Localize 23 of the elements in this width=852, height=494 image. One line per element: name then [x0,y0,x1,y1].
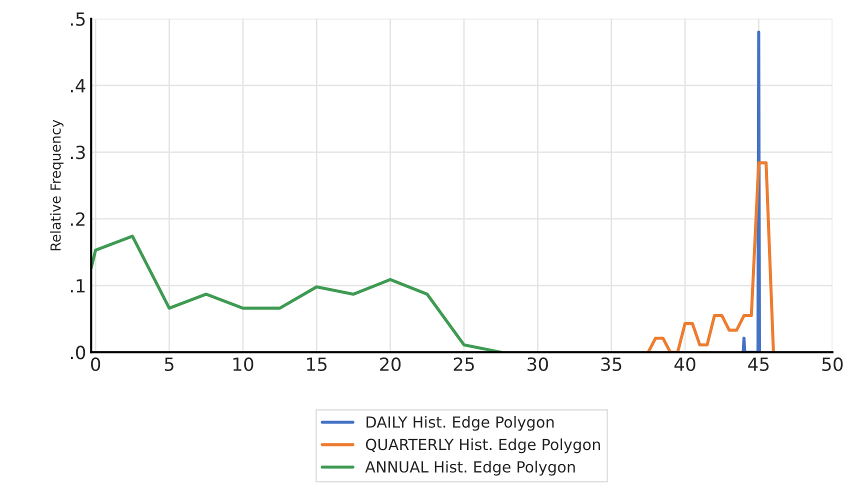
y-axis-title: Relative Frequency [50,120,64,250]
line-series [646,161,775,352]
legend-label: QUARTERLY Hist. Edge Polygon [366,438,600,454]
x-tick-label: 30 [528,357,548,372]
x-tick-label: 25 [454,357,474,372]
legend-label: DAILY Hist. Edge Polygon [366,416,554,431]
x-tick-label: 0 [91,357,100,372]
y-tick-label: .5 [71,12,85,26]
y-tick-label: .0 [71,346,86,360]
x-tick-label: 45 [748,358,769,372]
x-tick-label: 35 [601,357,622,372]
y-tick-label: .2 [71,212,84,226]
x-tick-label: 15 [307,358,327,372]
x-tick-label: 40 [674,357,696,372]
x-tick-label: 10 [233,357,254,372]
x-tick-label: 50 [822,357,843,372]
y-tick-label: .3 [71,146,85,160]
line-series [91,234,502,352]
y-tick-label: .1 [71,279,85,292]
legend-label: ANNUAL Hist. Edge Polygon [365,460,575,476]
y-tick-label: .4 [71,79,86,92]
x-tick-label: 5 [164,358,174,372]
x-tick-label: 20 [380,357,401,372]
